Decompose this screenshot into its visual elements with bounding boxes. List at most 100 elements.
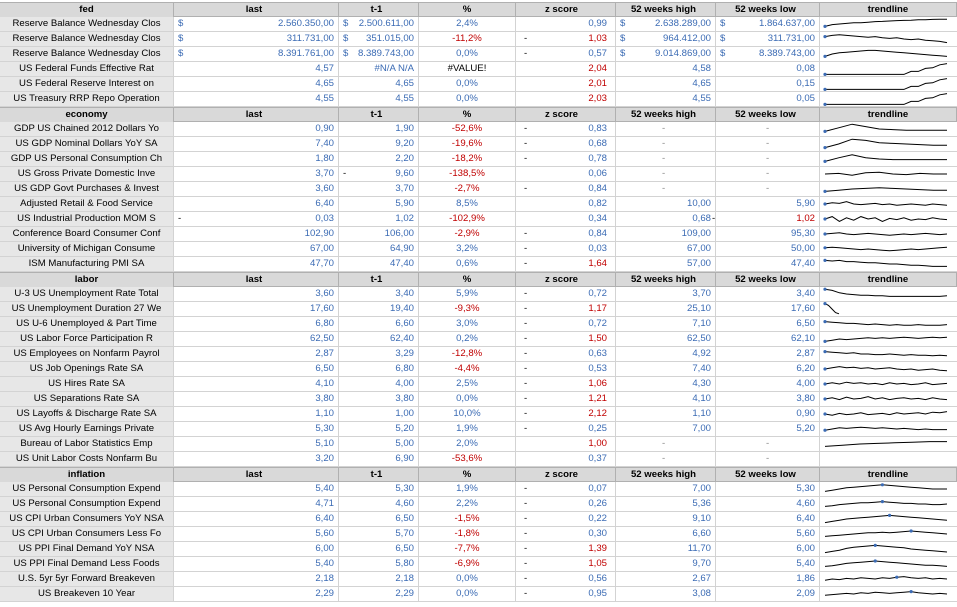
row-label[interactable]: US GDP Govt Purchases & Invest — [0, 182, 174, 196]
cell-zscore[interactable]: 0,72- — [516, 287, 616, 301]
cell-52w-low[interactable]: 5,40 — [716, 557, 820, 571]
cell-52w-low[interactable]: 6,40 — [716, 512, 820, 526]
row-label[interactable]: US Gross Private Domestic Inve — [0, 167, 174, 181]
table-row[interactable]: U.S. 5yr 5yr Forward Breakeven 2,18 2,18 0,… — [0, 572, 957, 587]
table-row[interactable]: US Treasury RRP Repo Operation 4,55 4,55 0,… — [0, 92, 957, 107]
cell-pct-change[interactable]: -18,2% — [419, 152, 516, 166]
cell-52w-high[interactable]: 67,00 — [616, 242, 716, 256]
table-row[interactable]: US Federal Funds Effective Rat 4,57 #N/A N… — [0, 62, 957, 77]
column-header-trend[interactable]: trendline — [820, 468, 957, 482]
column-header-trend[interactable]: trendline — [820, 3, 957, 17]
cell-t1[interactable]: 3,80 — [339, 392, 419, 406]
cell-last[interactable]: 2,29 — [174, 587, 339, 601]
cell-last[interactable]: 0,03- — [174, 212, 339, 226]
cell-zscore[interactable]: 0,84- — [516, 182, 616, 196]
cell-pct-change[interactable]: -2,9% — [419, 227, 516, 241]
table-row[interactable]: US Labor Force Participation R 62,50 62,40… — [0, 332, 957, 347]
cell-t1[interactable]: 9,60- — [339, 167, 419, 181]
row-label[interactable]: US Breakeven 10 Year — [0, 587, 174, 601]
table-row[interactable]: US Avg Hourly Earnings Private 5,30 5,20 1,… — [0, 422, 957, 437]
cell-52w-low[interactable]: 4,60 — [716, 497, 820, 511]
table-row[interactable]: US Federal Reserve Interest on 4,65 4,65 0,… — [0, 77, 957, 92]
column-header-lo[interactable]: 52 weeks low — [716, 3, 820, 17]
table-row[interactable]: ISM Manufacturing PMI SA 47,70 47,40 0,6% 1,… — [0, 257, 957, 272]
section-title[interactable]: economy — [0, 108, 174, 122]
cell-52w-high[interactable]: 9,10 — [616, 512, 716, 526]
cell-52w-high[interactable]: 9.014.869,00 $ — [616, 47, 716, 61]
cell-t1[interactable]: 47,40 — [339, 257, 419, 271]
cell-t1[interactable]: 4,00 — [339, 377, 419, 391]
row-label[interactable]: US Job Openings Rate SA — [0, 362, 174, 376]
table-row[interactable]: US Personal Consumption Expend 5,40 5,30 1,… — [0, 482, 957, 497]
cell-t1[interactable]: 3,70 — [339, 182, 419, 196]
cell-last[interactable]: 5,60 — [174, 527, 339, 541]
cell-52w-high[interactable]: - — [616, 452, 716, 466]
row-label[interactable]: US Personal Consumption Expend — [0, 482, 174, 496]
cell-52w-high[interactable]: - — [616, 122, 716, 136]
cell-last[interactable]: 1,80 — [174, 152, 339, 166]
cell-zscore[interactable]: 1,64- — [516, 257, 616, 271]
cell-52w-low[interactable]: 5,20 — [716, 422, 820, 436]
column-header-z[interactable]: z score — [516, 273, 616, 287]
cell-pct-change[interactable]: -2,7% — [419, 182, 516, 196]
cell-pct-change[interactable]: -53,6% — [419, 452, 516, 466]
cell-zscore[interactable]: 0,37 — [516, 452, 616, 466]
cell-last[interactable]: 2,87 — [174, 347, 339, 361]
cell-52w-high[interactable]: 7,00 — [616, 422, 716, 436]
table-row[interactable]: U-3 US Unemployment Rate Total 3,60 3,40 5,… — [0, 287, 957, 302]
cell-zscore[interactable]: 1,00 — [516, 437, 616, 451]
column-header-trend[interactable]: trendline — [820, 273, 957, 287]
cell-t1[interactable]: 6,80 — [339, 362, 419, 376]
cell-52w-low[interactable]: 2,09 — [716, 587, 820, 601]
cell-52w-high[interactable]: 4,58 — [616, 62, 716, 76]
table-row[interactable]: US CPI Urban Consumers Less Fo 5,60 5,70 -1… — [0, 527, 957, 542]
cell-t1[interactable]: 6,90 — [339, 452, 419, 466]
table-row[interactable]: US PPI Final Demand Less Foods 5,40 5,80 -6… — [0, 557, 957, 572]
cell-t1[interactable]: 5,00 — [339, 437, 419, 451]
cell-zscore[interactable]: 0,63- — [516, 347, 616, 361]
cell-last[interactable]: 62,50 — [174, 332, 339, 346]
section-title[interactable]: inflation — [0, 468, 174, 482]
cell-pct-change[interactable]: -1,8% — [419, 527, 516, 541]
cell-t1[interactable]: 6,50 — [339, 512, 419, 526]
cell-t1[interactable]: 4,55 — [339, 92, 419, 106]
cell-t1[interactable]: #N/A N/A — [339, 62, 419, 76]
cell-pct-change[interactable]: -52,6% — [419, 122, 516, 136]
row-label[interactable]: US CPI Urban Consumers Less Fo — [0, 527, 174, 541]
cell-52w-low[interactable]: - — [716, 152, 820, 166]
cell-pct-change[interactable]: -9,3% — [419, 302, 516, 316]
row-label[interactable]: Reserve Balance Wednesday Clos — [0, 32, 174, 46]
cell-52w-high[interactable]: 7,40 — [616, 362, 716, 376]
cell-52w-high[interactable]: - — [616, 137, 716, 151]
cell-52w-low[interactable]: 62,10 — [716, 332, 820, 346]
row-label[interactable]: Bureau of Labor Statistics Emp — [0, 437, 174, 451]
cell-52w-high[interactable]: 11,70 — [616, 542, 716, 556]
cell-52w-high[interactable]: 2,67 — [616, 572, 716, 586]
row-label[interactable]: US Employees on Nonfarm Payrol — [0, 347, 174, 361]
cell-52w-low[interactable]: 4,00 — [716, 377, 820, 391]
table-row[interactable]: Adjusted Retail & Food Service 6,40 5,90 8,… — [0, 197, 957, 212]
row-label[interactable]: Conference Board Consumer Conf — [0, 227, 174, 241]
table-row[interactable]: US Unemployment Duration 27 We 17,60 19,40… — [0, 302, 957, 317]
table-row[interactable]: US GDP Govt Purchases & Invest 3,60 3,70 -2… — [0, 182, 957, 197]
table-row[interactable]: Reserve Balance Wednesday Clos 311.731,00… — [0, 32, 957, 47]
cell-zscore[interactable]: 2,03 — [516, 92, 616, 106]
cell-last[interactable]: 17,60 — [174, 302, 339, 316]
cell-zscore[interactable]: 1,05- — [516, 557, 616, 571]
cell-last[interactable]: 5,10 — [174, 437, 339, 451]
cell-52w-low[interactable]: 5,60 — [716, 527, 820, 541]
column-header-last[interactable]: last — [174, 273, 339, 287]
cell-t1[interactable]: 5,70 — [339, 527, 419, 541]
cell-52w-low[interactable]: 3,80 — [716, 392, 820, 406]
row-label[interactable]: US Federal Funds Effective Rat — [0, 62, 174, 76]
row-label[interactable]: US Layoffs & Discharge Rate SA — [0, 407, 174, 421]
cell-zscore[interactable]: 2,12- — [516, 407, 616, 421]
row-label[interactable]: US PPI Final Demand YoY NSA — [0, 542, 174, 556]
cell-52w-high[interactable]: 10,00 — [616, 197, 716, 211]
row-label[interactable]: US Industrial Production MOM S — [0, 212, 174, 226]
cell-last[interactable]: 6,40 — [174, 512, 339, 526]
cell-52w-high[interactable]: 109,00 — [616, 227, 716, 241]
cell-pct-change[interactable]: 0,0% — [419, 47, 516, 61]
row-label[interactable]: US Unemployment Duration 27 We — [0, 302, 174, 316]
cell-t1[interactable]: 6,50 — [339, 542, 419, 556]
